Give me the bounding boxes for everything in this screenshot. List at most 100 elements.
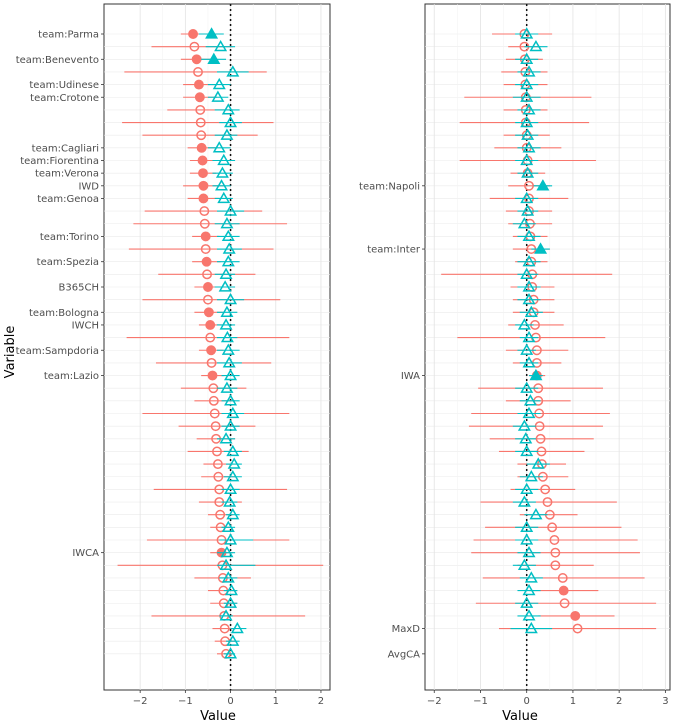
y-tick-label: team:Udinese (29, 80, 99, 91)
point-triangle (224, 419, 238, 431)
point-triangle (520, 533, 534, 545)
point-triangle (224, 596, 238, 608)
point-triangle (524, 621, 538, 634)
point-triangle (520, 267, 534, 279)
point-circle (210, 421, 221, 432)
point-triangle (536, 179, 550, 191)
right-panel: −2 −1 0 1 2 3 team:Napoli team:Inter IWA MaxD AvgC… (359, 3, 671, 707)
point-circle (198, 193, 209, 204)
point-triangle (224, 368, 238, 381)
point-triangle (220, 128, 234, 140)
point-triangle (224, 533, 238, 545)
point-triangle (520, 520, 534, 532)
point-triangle (217, 153, 231, 166)
point-triangle (522, 229, 536, 242)
point-circle (208, 395, 219, 406)
point-triangle (517, 495, 531, 507)
point-triangle (519, 432, 533, 444)
point-circle (559, 598, 570, 609)
point-circle (198, 180, 209, 191)
point-triangle (529, 368, 543, 381)
point-circle (200, 244, 211, 255)
point-triangle (222, 242, 236, 254)
point-triangle (521, 128, 535, 140)
point-triangle (226, 406, 240, 419)
point-triangle (215, 166, 229, 178)
point-circle (195, 117, 206, 128)
y-tick-label: team:Torino (40, 232, 99, 243)
y-tick-label: IWCA (72, 548, 99, 559)
y-tick-label: team:Spezia (37, 257, 99, 268)
point-triangle (219, 267, 233, 279)
x-tick-label: −2 (133, 696, 148, 707)
point-triangle (226, 65, 240, 77)
point-circle (199, 206, 210, 217)
point-triangle (217, 191, 231, 204)
point-circle (197, 155, 208, 166)
point-triangle (226, 444, 240, 457)
y-tick-label: MaxD (392, 624, 421, 635)
point-triangle (224, 647, 238, 659)
y-tick-label: team:Fiorentina (20, 156, 99, 167)
point-triangle (220, 330, 234, 343)
point-triangle (218, 280, 232, 292)
x-tick-label: 1 (273, 696, 279, 707)
y-tick-label: AvgCA (388, 649, 421, 660)
point-circle (209, 408, 220, 419)
panel-border (424, 3, 671, 691)
point-triangle (211, 90, 225, 102)
point-triangle (529, 39, 543, 52)
point-triangle (520, 27, 534, 39)
point-triangle (221, 103, 235, 115)
y-tick-label: IWA (401, 371, 420, 382)
right-x-axis-title: Value (502, 709, 538, 724)
point-circle (198, 168, 208, 179)
point-triangle (524, 571, 538, 583)
x-tick-label: −1 (178, 696, 193, 707)
point-triangle (522, 330, 536, 343)
point-triangle (521, 204, 535, 216)
point-circle (206, 357, 217, 368)
point-circle (207, 370, 218, 381)
point-circle (196, 130, 207, 141)
point-circle (540, 484, 551, 495)
y-tick-label: team:Napoli (359, 181, 420, 192)
point-triangle (221, 343, 235, 355)
point-triangle (224, 204, 238, 216)
point-circle (557, 573, 568, 583)
point-triangle (520, 191, 534, 204)
point-triangle (522, 65, 536, 77)
point-circle (194, 92, 205, 103)
x-tick-label: 2 (318, 696, 324, 707)
y-tick-label: team:Inter (367, 245, 421, 256)
point-triangle (522, 280, 536, 292)
x-tick-label: −2 (427, 696, 442, 707)
point-circle (195, 104, 206, 115)
point-triangle (522, 609, 536, 621)
point-triangle (522, 103, 536, 115)
point-triangle (520, 52, 534, 64)
point-circle (193, 79, 204, 90)
y-tick-label: team:Bologna (29, 308, 99, 319)
point-circle (215, 509, 226, 520)
point-circle (203, 282, 213, 292)
point-circle (189, 41, 200, 52)
y-tick-label: IWD (78, 181, 99, 192)
point-circle (572, 623, 583, 634)
point-triangle (212, 141, 226, 153)
point-triangle (521, 166, 535, 178)
point-circle (549, 535, 560, 545)
point-triangle (524, 305, 538, 317)
point-circle (219, 623, 230, 634)
point-circle (212, 459, 223, 470)
point-triangle (227, 457, 241, 469)
point-circle (201, 256, 212, 267)
point-triangle (522, 141, 536, 153)
y-tick-label: team:Cagliari (32, 143, 99, 154)
y-axis-title: Variable (3, 326, 18, 379)
point-circle (203, 294, 213, 305)
point-triangle (522, 254, 536, 267)
x-tick-label: 1 (570, 696, 576, 707)
y-tick-label: B365CH (59, 283, 99, 294)
